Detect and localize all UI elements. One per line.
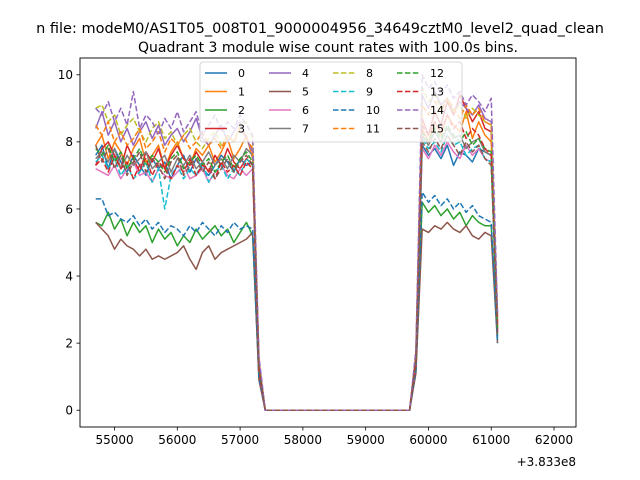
legend-label-11: 11 — [366, 123, 380, 136]
series-line-10 — [95, 191, 499, 411]
plot-frame — [79, 57, 577, 428]
legend-box — [199, 61, 463, 143]
legend-label-6: 6 — [302, 104, 309, 117]
x-tick-label: 56000 — [158, 433, 196, 447]
series-line-5 — [95, 221, 499, 411]
legend-label-12: 12 — [430, 67, 444, 80]
legend-label-0: 0 — [238, 67, 245, 80]
y-tick-label: 0 — [65, 404, 73, 418]
series-line-15 — [94, 134, 499, 411]
legend-label-2: 2 — [238, 104, 245, 117]
x-axis-offset-label: +3.833e8 — [517, 455, 576, 469]
x-tick-label: 55000 — [95, 433, 133, 447]
y-tick-label: 2 — [65, 336, 73, 350]
series-line-11 — [95, 97, 499, 411]
x-tick-label: 62000 — [535, 433, 573, 447]
y-tick-label: 10 — [58, 68, 73, 82]
x-tick-label: 57000 — [221, 433, 259, 447]
y-axis: 0 2 4 6 8 10 — [58, 68, 80, 418]
legend-label-13: 13 — [430, 86, 444, 99]
x-tick-label: 61000 — [472, 433, 510, 447]
y-tick-label: 4 — [65, 269, 73, 283]
legend-label-9: 9 — [366, 86, 373, 99]
figure-suptitle: n file: modeM0/AS1T05_008T01_9000004956_… — [36, 21, 604, 37]
series-line-9 — [95, 134, 499, 411]
y-tick-label: 6 — [65, 202, 73, 216]
series-line-2 — [95, 201, 499, 411]
legend-label-5: 5 — [302, 86, 309, 99]
series-line-7 — [95, 127, 499, 411]
legend-label-7: 7 — [302, 123, 309, 136]
legend-label-4: 4 — [302, 67, 309, 80]
series-line-1 — [95, 110, 499, 411]
legend-label-3: 3 — [238, 123, 245, 136]
series-line-12 — [95, 124, 499, 411]
x-axis: 55000 56000 57000 58000 59000 60000 61000 62000 — [95, 427, 573, 447]
legend-label-10: 10 — [366, 104, 380, 117]
legend-label-1: 1 — [238, 86, 245, 99]
x-tick-label: 60000 — [409, 433, 447, 447]
legend-label-15: 15 — [430, 123, 444, 136]
series-line-6 — [95, 141, 499, 411]
legend-label-8: 8 — [366, 67, 373, 80]
x-tick-label: 59000 — [347, 433, 385, 447]
y-tick-label: 8 — [65, 135, 73, 149]
legend-label-14: 14 — [430, 104, 444, 117]
x-tick-label: 58000 — [284, 433, 322, 447]
chart-title: Quadrant 3 module wise count rates with … — [138, 40, 518, 56]
series-line-0 — [95, 144, 499, 411]
